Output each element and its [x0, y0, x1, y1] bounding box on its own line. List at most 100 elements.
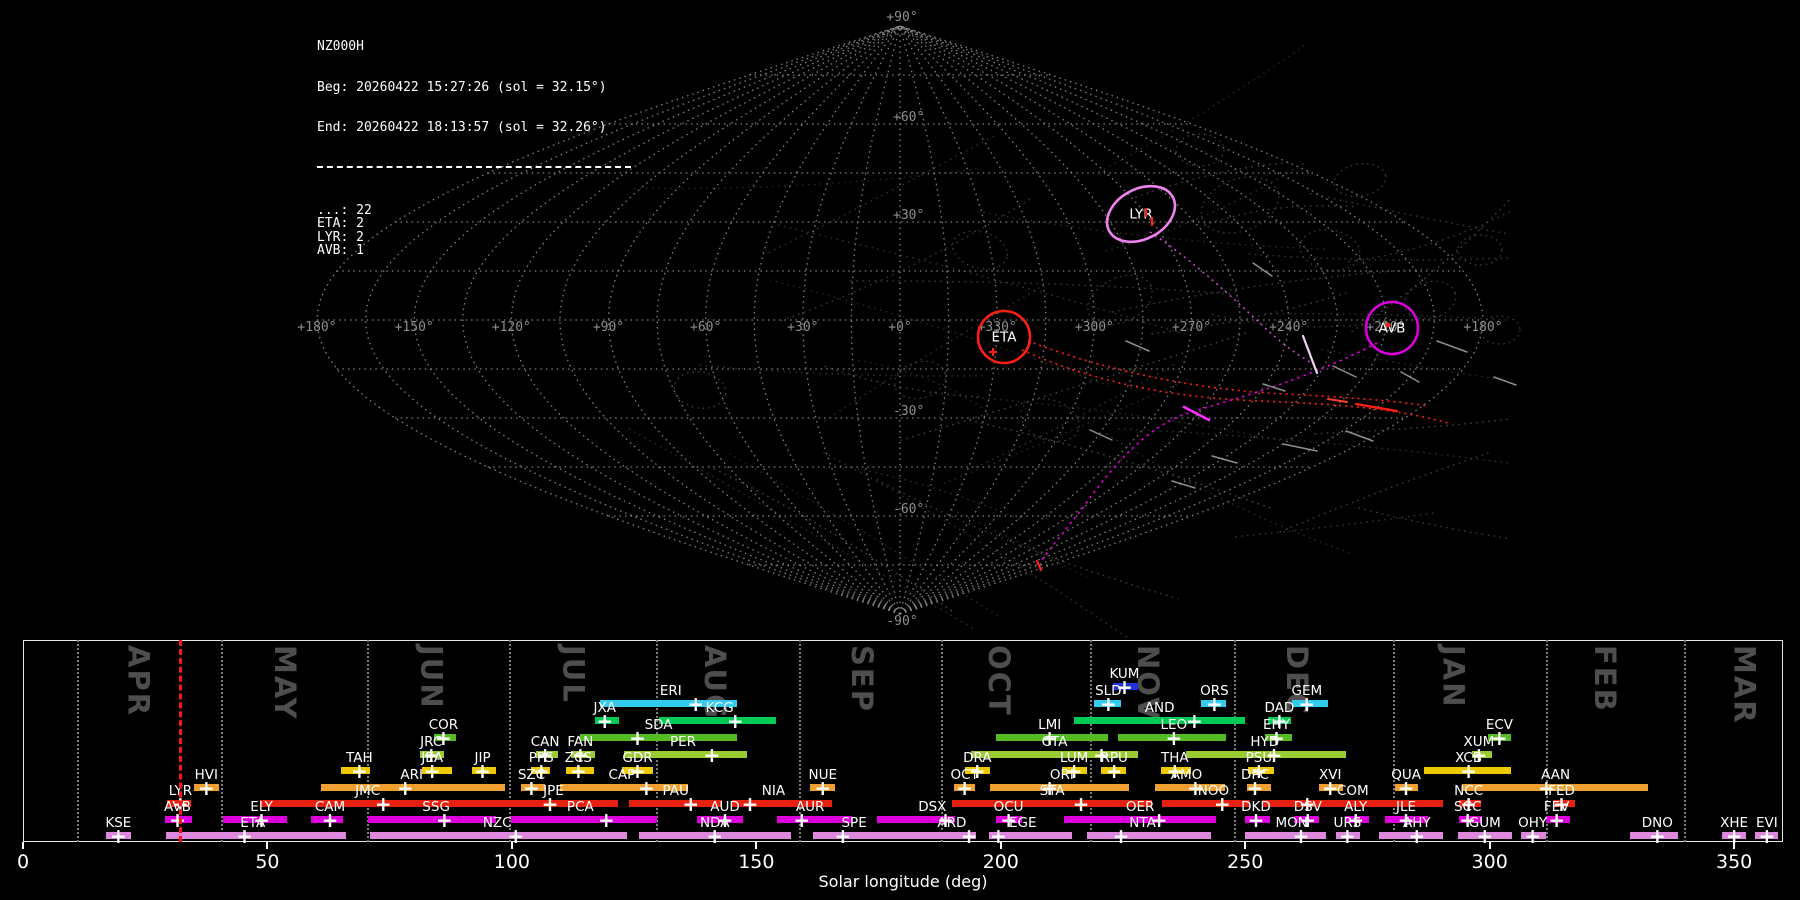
shower-label-ERI: ERI: [659, 683, 682, 699]
shower-bar-FED: [1552, 800, 1575, 807]
x-tick-250: [1244, 842, 1247, 849]
shower-label-ARD: ARD: [937, 815, 967, 831]
month-label-APR: APR: [121, 645, 156, 718]
shower-peak-URS: +: [1339, 823, 1356, 848]
drift-track: [857, 359, 989, 414]
shower-label-KUM: KUM: [1109, 666, 1140, 682]
shower-peak-COR: +: [435, 725, 452, 750]
shower-bar-PSU: [1248, 767, 1275, 774]
drift-track: [628, 428, 976, 631]
drift-track: [728, 453, 1000, 617]
shower-label-STA: STA: [1039, 783, 1065, 799]
shower-label-XCB: XCB: [1455, 750, 1483, 766]
radiant-label-AVB: AVB: [1379, 321, 1406, 337]
shower-peak-SPE: +: [834, 823, 852, 848]
drift-track: [1348, 211, 1511, 263]
shower-bar-DSV: [1294, 816, 1319, 823]
shower-peak-PER: +: [703, 742, 721, 767]
shower-peak-EVI: +: [1758, 823, 1776, 848]
lon-label-1: +150°: [395, 320, 434, 335]
meteor-streak-gray: [1262, 383, 1286, 392]
drift-track: [876, 478, 1179, 600]
lon-label-6: +0°: [888, 320, 911, 335]
shower-label-COM: COM: [1336, 783, 1369, 799]
radiant-label-ETA: ETA: [992, 330, 1018, 346]
shower-peak-JXA: +: [596, 708, 614, 733]
lon-label-9: +270°: [1172, 320, 1211, 335]
shower-bar-XCB: [1423, 767, 1511, 774]
shower-label-PPS: PPS: [528, 750, 554, 766]
shower-peak-NOO: +: [1213, 791, 1231, 816]
shower-bar-TAH: [340, 767, 371, 774]
shower-bar-SCC: [1458, 816, 1482, 823]
drift-track: [1235, 511, 1438, 538]
shower-bar-HVI: [194, 784, 219, 791]
shower-label-KCG: KCG: [705, 700, 734, 716]
shower-peak-OCU: +: [1000, 807, 1017, 832]
drift-track: [900, 332, 1248, 442]
shower-label-COR: COR: [428, 717, 459, 733]
count-line-ETA: ETA: 2: [317, 216, 364, 231]
shower-label-ECV: ECV: [1485, 717, 1514, 733]
shower-bar-OHY: [1521, 832, 1547, 839]
shower-bar-KUM: [1113, 683, 1138, 690]
shower-bar-CAN: [536, 751, 559, 758]
shower-label-SSG: SSG: [422, 799, 450, 815]
shower-bar-STA: [951, 800, 1153, 807]
faint-radiant-ellipse: [1200, 176, 1280, 234]
shower-bar-LYR: [167, 800, 191, 807]
sky-map: +180° +150° +120° +90° +60° +30° +0° +330° +300°…: [297, 10, 1521, 640]
shower-label-GUM: GUM: [1468, 815, 1501, 831]
shower-peak-DKD: +: [1247, 807, 1265, 832]
shower-peak-XVI: +: [1321, 775, 1339, 800]
radiant-circle-AVB: [1364, 300, 1420, 356]
shower-peak-AND: +: [1185, 708, 1203, 733]
drift-track: [1203, 205, 1356, 227]
shower-peak-NZC: +: [507, 823, 525, 848]
shower-bar-EGE: [988, 832, 1072, 839]
shower-label-GEM: GEM: [1291, 683, 1323, 699]
x-tick-150: [755, 842, 758, 849]
shower-label-QUA: QUA: [1391, 767, 1421, 783]
shower-label-DSX: DSX: [918, 799, 947, 815]
drift-track: [708, 465, 953, 613]
shower-bar-SSG: [367, 816, 496, 823]
shower-peak-DRA: +: [968, 758, 986, 783]
faint-radiant-ellipse: [1175, 133, 1225, 167]
shower-peak-SDA: +: [629, 725, 646, 750]
shower-peak-ORI: +: [1041, 775, 1059, 800]
shower-label-CAN: CAN: [530, 734, 560, 750]
shower-label-RPU: RPU: [1100, 750, 1128, 766]
x-tick-label-250: 250: [1227, 851, 1264, 873]
shower-bar-XHE: [1722, 832, 1747, 839]
shower-label-AND: AND: [1144, 700, 1175, 716]
shower-peak-LEO: +: [1165, 725, 1183, 750]
month-label-MAR: MAR: [1727, 645, 1762, 725]
month-line-APR: [76, 640, 79, 842]
drift-track: [822, 451, 1132, 640]
month-label-MAY: MAY: [268, 645, 302, 721]
shower-peak-GDR: +: [629, 758, 646, 783]
shower-label-LMI: LMI: [1038, 717, 1062, 733]
shower-label-JEA: JEA: [421, 750, 444, 766]
shower-peak-FAN: +: [571, 742, 589, 767]
shower-peak-PSU: +: [1250, 758, 1268, 783]
shower-label-EGE: EGE: [1009, 815, 1037, 831]
shower-peak-CAM: +: [321, 807, 339, 832]
lon-label-4: +60°: [690, 320, 721, 335]
meteor-streak-gray: [1345, 430, 1374, 442]
meridian-135: [899, 25, 1338, 615]
faint-radiant-ellipse: [1457, 234, 1503, 266]
shower-peak-FED: +: [1553, 791, 1570, 816]
shower-bar-SDA: [580, 734, 737, 741]
shower-bar-PCA: [510, 816, 657, 823]
lon-label-11: +210°: [1366, 320, 1405, 335]
shower-peak-KUM: +: [1116, 674, 1133, 699]
lon-label-8: +300°: [1075, 320, 1114, 335]
drift-track: [1309, 192, 1511, 235]
shower-bar-DSX: [877, 816, 955, 823]
shower-bar-DKD: [1245, 816, 1270, 823]
x-tick-label-150: 150: [738, 851, 775, 873]
shower-peak-JRC: +: [422, 742, 440, 767]
shower-bar-AAN: [1461, 784, 1649, 791]
